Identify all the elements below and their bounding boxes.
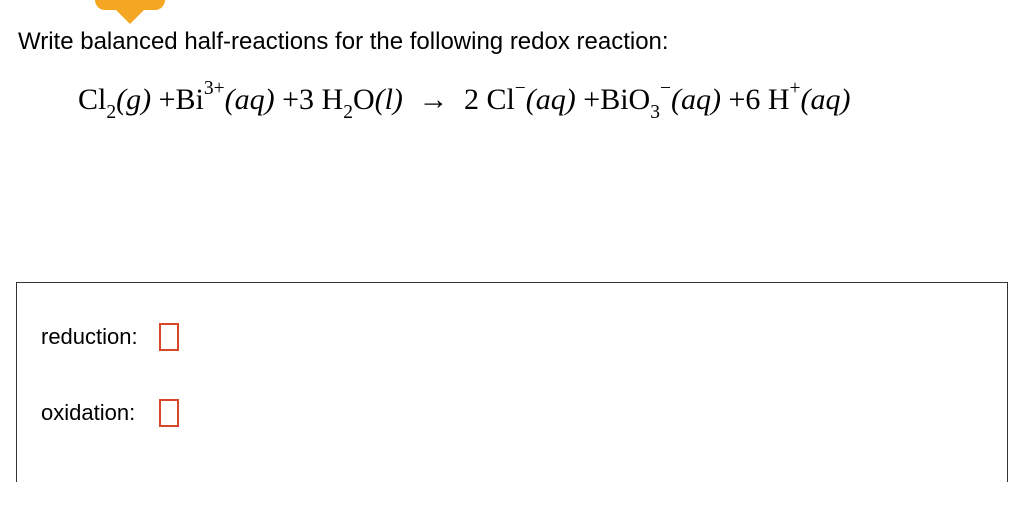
reduction-label: reduction: <box>41 324 153 350</box>
oxidation-label: oxidation: <box>41 400 153 426</box>
oxidation-row: oxidation: <box>41 399 983 427</box>
answer-box: reduction: oxidation: <box>16 282 1008 482</box>
redox-equation: Cl2(g) +Bi3+(aq) +3 H2O(l) → 2 Cl−(aq) +… <box>78 82 851 122</box>
reduction-input[interactable] <box>159 323 179 351</box>
question-prompt: Write balanced half-reactions for the fo… <box>18 28 669 56</box>
hint-tab[interactable] <box>95 0 165 10</box>
reduction-row: reduction: <box>41 323 983 351</box>
oxidation-input[interactable] <box>159 399 179 427</box>
